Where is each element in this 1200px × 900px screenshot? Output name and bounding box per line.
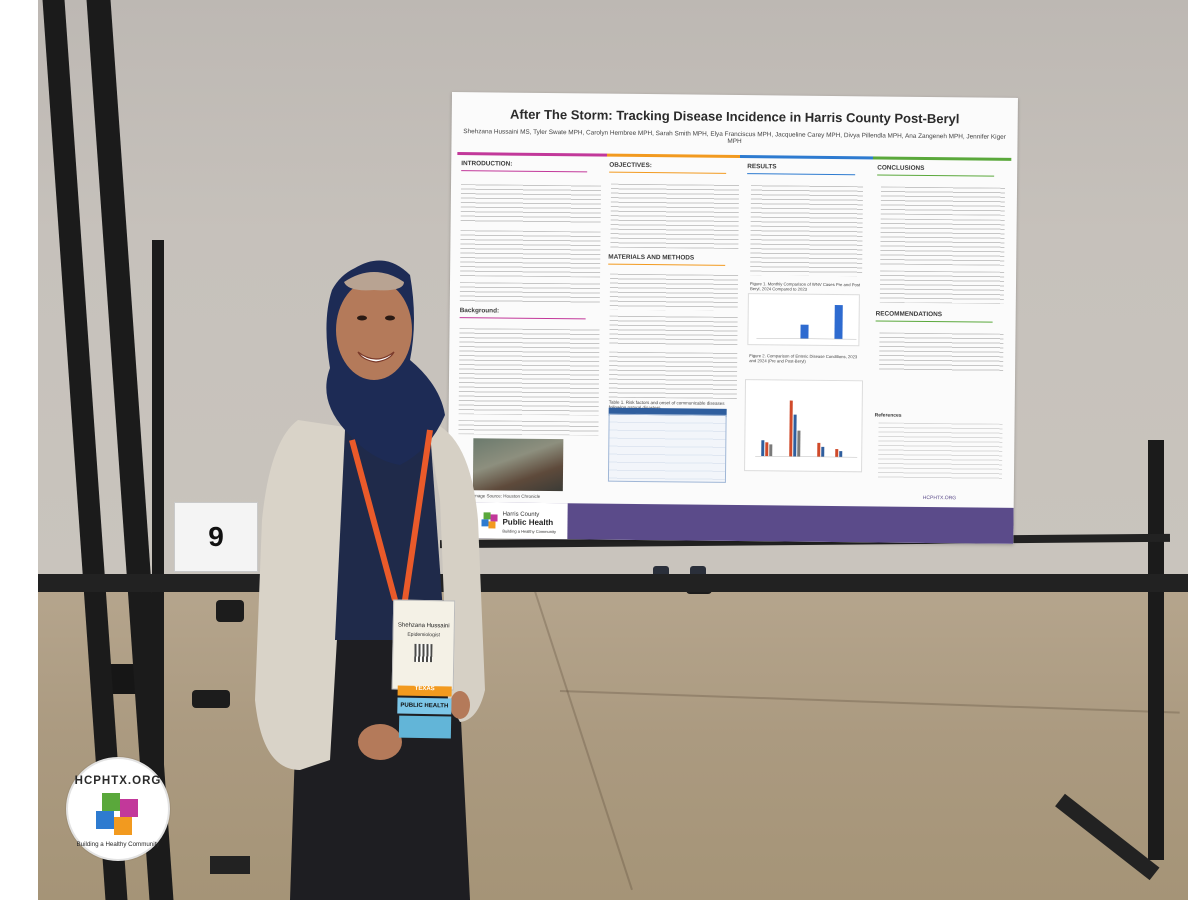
- section-rule: [461, 170, 588, 173]
- poster-color-rule: [457, 152, 1012, 161]
- figure2-bar: [817, 442, 821, 457]
- poster-column-methods: MATERIALS AND METHODS: [608, 254, 738, 270]
- logo-top-text: HCPHTX.ORG: [74, 775, 162, 787]
- figure1-caption: Figure 1. Monthly Comparison of WNV Case…: [749, 281, 861, 292]
- figure2-bar: [839, 451, 843, 458]
- text-lines: [460, 230, 601, 278]
- logo-bottom-text: Building a Healthy Community: [76, 841, 160, 848]
- booth-number: 9: [208, 521, 224, 552]
- text-lines: [880, 218, 1005, 266]
- badge-ribbon-texas: TEXAS: [397, 685, 452, 697]
- poster-column-objectives: OBJECTIVES:: [609, 162, 739, 178]
- research-poster: After The Storm: Tracking Disease Incide…: [447, 92, 1018, 544]
- heading-introduction: INTRODUCTION:: [461, 160, 513, 168]
- figure2-bar: [789, 400, 793, 457]
- poster-authors: Shehzana Hussaini MS, Tyler Swate MPH, C…: [463, 128, 1006, 146]
- text-lines: [459, 282, 601, 304]
- name-badge: Shehzana Hussaini Epidemiologist TEXAS P…: [391, 599, 456, 742]
- org-tagline: Building a Healthy Community: [502, 528, 557, 535]
- figure1-chart: [747, 293, 860, 347]
- figure2-bar-group: [761, 400, 843, 458]
- figure2-caption: Figure 2. Comparison of Enteric Disease …: [749, 353, 858, 364]
- text-lines: [750, 185, 864, 277]
- text-lines: [609, 273, 739, 312]
- badge-qr-code: [414, 643, 433, 663]
- figure2-bar: [835, 449, 839, 458]
- section-rule: [875, 320, 993, 323]
- section-rule: [609, 171, 727, 174]
- text-lines: [458, 328, 600, 416]
- image-caption: Image Source: Houston Chronicle: [472, 493, 541, 499]
- poster-url: HCPHTX.ORG: [922, 494, 957, 502]
- text-lines: [610, 183, 740, 250]
- badge-ribbon-public-health: PUBLIC HEALTH: [397, 697, 452, 715]
- heading-results: RESULTS: [747, 163, 777, 171]
- passerby-shoe: [192, 690, 230, 708]
- figure2-bar: [765, 442, 769, 457]
- text-lines: [879, 270, 1005, 304]
- hcph-logo-icon: [481, 512, 498, 529]
- logo-squares-icon: [96, 793, 138, 835]
- figure2-chart: [744, 379, 864, 473]
- figure2-bar: [797, 430, 801, 457]
- concrete-floor: [38, 575, 1188, 900]
- heading-conclusions: CONCLUSIONS: [877, 164, 925, 172]
- risk-factor-table: [607, 413, 727, 483]
- text-lines: [458, 420, 599, 436]
- poster-column-background: Background:: [459, 307, 600, 323]
- text-lines: [877, 422, 1003, 482]
- passerby-shoe: [216, 600, 244, 622]
- flood-photo: [472, 438, 564, 492]
- figure1-bar: [834, 305, 843, 340]
- poster-column-recommendations: RECOMMENDATIONS: [875, 310, 1006, 326]
- figure2-bar: [821, 446, 825, 457]
- heading-objectives: OBJECTIVES:: [609, 161, 652, 170]
- figure2-bar: [793, 414, 797, 457]
- figure2-bars: [755, 400, 858, 458]
- frame-pole: [152, 240, 164, 900]
- text-lines: [880, 186, 1006, 216]
- text-lines: [460, 184, 602, 226]
- figure1-axis: [756, 337, 857, 340]
- poster-column-results: RESULTS: [747, 163, 867, 179]
- figure1-bar: [800, 324, 809, 339]
- hcphtx-logo: HCPHTX.ORG Building a Healthy Community: [66, 757, 170, 861]
- poster-column-conclusions: CONCLUSIONS: [877, 164, 1007, 180]
- figure2-bar: [761, 440, 765, 457]
- text-lines: [608, 351, 738, 399]
- heading-references: References: [874, 412, 902, 419]
- figure1-bars: [756, 305, 857, 340]
- frame-bottom-bar: [38, 574, 1188, 592]
- figure2-axis: [755, 455, 858, 458]
- frame-pole-right: [1148, 440, 1164, 860]
- figure2-bar: [769, 444, 773, 457]
- section-rule: [877, 174, 995, 177]
- heading-background: Background:: [459, 307, 500, 315]
- poster-footer-org: Harris County Public Health Building a H…: [502, 512, 556, 537]
- section-rule: [459, 317, 586, 320]
- badge-role: Epidemiologist: [407, 631, 440, 639]
- org-line2: Public Health: [502, 517, 554, 528]
- section-rule: [608, 263, 726, 266]
- heading-materials-methods: MATERIALS AND METHODS: [608, 253, 695, 262]
- badge-name: Shehzana Hussaini: [397, 622, 450, 630]
- text-lines: [609, 315, 738, 348]
- poster-column-introduction: INTRODUCTION:: [461, 160, 601, 176]
- frame-foot: [210, 856, 250, 874]
- heading-recommendations: RECOMMENDATIONS: [875, 310, 943, 319]
- text-lines: [879, 332, 1004, 374]
- section-rule: [747, 173, 856, 176]
- poster-column-references: References: [875, 412, 1005, 422]
- booth-number-card: 9: [174, 502, 258, 572]
- badge-card: Shehzana Hussaini Epidemiologist: [391, 599, 456, 691]
- poster-title: After The Storm: Tracking Disease Incide…: [510, 106, 960, 127]
- badge-ribbon-extra: [398, 715, 452, 739]
